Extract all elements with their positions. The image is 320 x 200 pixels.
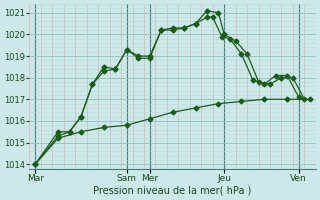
X-axis label: Pression niveau de la mer( hPa ): Pression niveau de la mer( hPa ) [93, 186, 252, 196]
